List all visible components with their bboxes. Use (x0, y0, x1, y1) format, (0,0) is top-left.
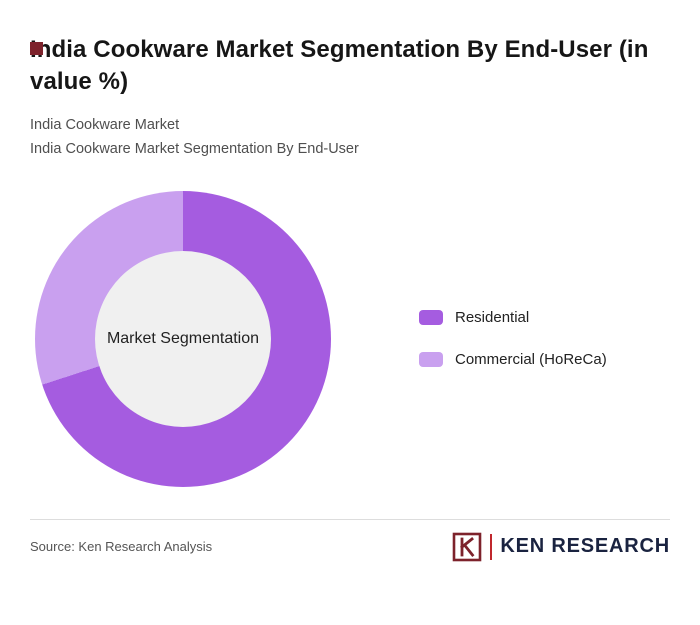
chart-subtitle-block: India Cookware Market India Cookware Mar… (30, 114, 670, 160)
legend-item-commercial: Commercial (HoReCa) (419, 351, 607, 368)
legend-label-commercial: Commercial (HoReCa) (455, 351, 607, 369)
chart-subtitle-line2: India Cookware Market Segmentation By En… (30, 140, 359, 157)
legend-label-residential: Residential (455, 309, 530, 327)
donut-center-label: Market Segmentation (106, 329, 260, 347)
footer: Source: Ken Research Analysis KEN RESEAR… (30, 518, 670, 562)
legend-swatch-commercial (419, 352, 443, 368)
donut-hole: Market Segmentation (95, 250, 271, 427)
donut-chart: Market Segmentation (35, 190, 331, 487)
ken-research-shield-icon (452, 532, 482, 562)
logo-text: KEN RESEARCH (500, 535, 670, 558)
logo-divider (490, 533, 493, 560)
chart-area: Market Segmentation Residential Commerci… (30, 190, 670, 487)
ken-research-logo: KEN RESEARCH (452, 532, 670, 562)
legend-swatch-residential (419, 310, 443, 326)
source-text: Source: Ken Research Analysis (30, 539, 213, 555)
accent-square (30, 42, 43, 55)
chart-legend: Residential Commercial (HoReCa) (419, 309, 607, 368)
page-title: India Cookware Market Segmentation By En… (30, 36, 649, 95)
legend-item-residential: Residential (419, 309, 607, 326)
chart-subtitle-line1: India Cookware Market (30, 117, 180, 134)
page: India Cookware Market Segmentation By En… (0, 34, 700, 562)
